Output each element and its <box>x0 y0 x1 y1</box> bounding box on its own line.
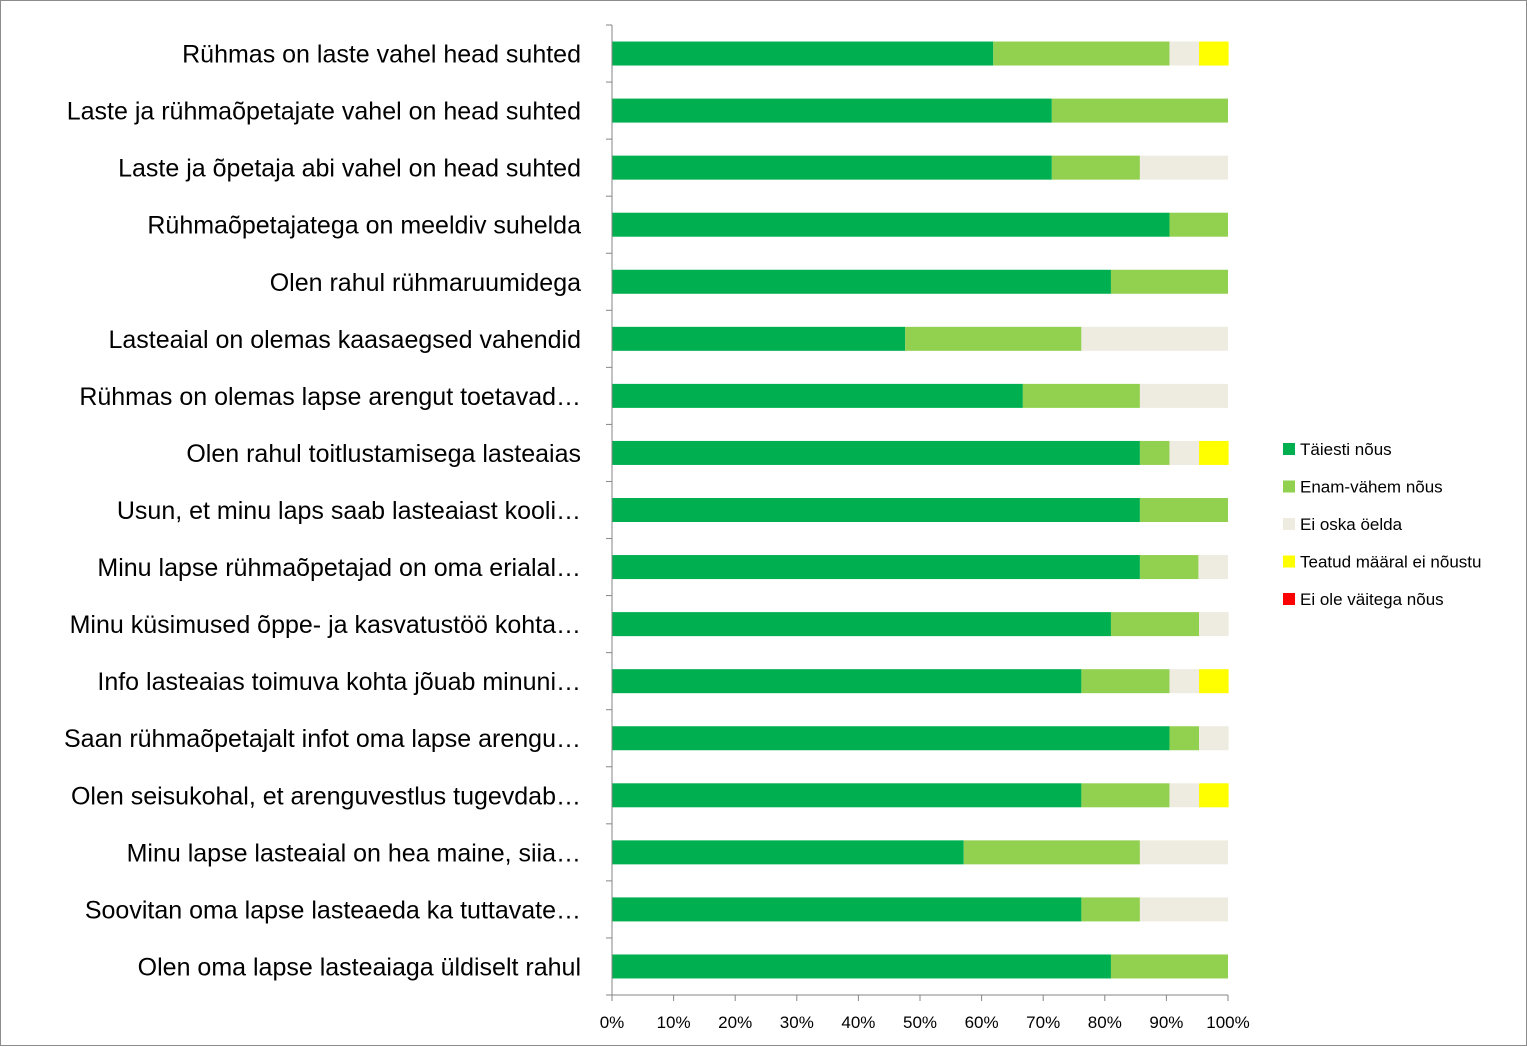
x-tick-label-4: 40% <box>841 1013 875 1032</box>
category-label-2: Laste ja rühmaõpetajate vahel on head su… <box>67 98 581 126</box>
legend-label-5: Ei ole väitega nõus <box>1300 590 1444 609</box>
category-label-16: Soovitan oma lapse lasteaeda ka tuttavat… <box>85 896 581 924</box>
bar-segment-7-3 <box>1139 383 1228 408</box>
bar-segment-11-1 <box>612 612 1111 637</box>
bar-segment-10-2 <box>1139 555 1199 580</box>
legend-swatch-4 <box>1283 555 1295 568</box>
bar-segment-16-1 <box>612 897 1082 922</box>
legend: Täiesti nõus Enam-vähem nõus Ei oska öelda… <box>1283 440 1481 609</box>
category-label-15: Minu lapse lasteaial on hea maine, siia… <box>127 839 581 867</box>
legend-swatch-3 <box>1283 518 1295 530</box>
x-tick-label-10: 100% <box>1206 1013 1249 1032</box>
x-tick-label-9: 90% <box>1149 1013 1183 1032</box>
bar-segment-13-3 <box>1199 726 1229 751</box>
category-label-12: Info lasteaias toimuva kohta jõuab minun… <box>97 668 581 696</box>
bar-segment-16-2 <box>1081 897 1140 922</box>
bar-segment-15-2 <box>963 840 1140 865</box>
bar-segment-16-3 <box>1139 897 1228 922</box>
bar-segment-8-1 <box>612 440 1140 465</box>
legend-label-3: Ei oska öelda <box>1300 515 1403 534</box>
bar-segment-6-2 <box>905 326 1082 351</box>
bar-segment-3-2 <box>1051 155 1140 180</box>
category-label-8: Olen rahul toitlustamisega lasteaias <box>186 440 581 468</box>
bar-segment-4-1 <box>612 212 1170 237</box>
bar-segment-7-1 <box>612 383 1023 408</box>
bar-segment-8-4 <box>1199 440 1229 465</box>
category-label-9: Usun, et minu laps saab lasteaiast kooli… <box>117 497 581 525</box>
bar-segment-14-4 <box>1199 783 1229 808</box>
bar-segment-8-3 <box>1169 440 1200 465</box>
bar-segment-7-2 <box>1022 383 1140 408</box>
legend-label-4: Teatud määral ei nõustu <box>1300 553 1481 572</box>
x-tick-label-7: 70% <box>1026 1013 1060 1032</box>
bar-segment-15-3 <box>1139 840 1228 865</box>
bar-segment-14-1 <box>612 783 1082 808</box>
bar-segment-12-2 <box>1081 669 1170 694</box>
category-label-11: Minu küsimused õppe- ja kasvatustöö koht… <box>70 611 581 639</box>
x-tick-label-3: 30% <box>780 1013 814 1032</box>
bar-segment-11-2 <box>1110 612 1200 637</box>
bar-segment-8-2 <box>1139 440 1170 465</box>
bar-segment-12-1 <box>612 669 1082 694</box>
bar-segment-12-4 <box>1199 669 1229 694</box>
bar-segment-5-1 <box>612 269 1111 294</box>
category-label-7: Rühmas on olemas lapse arengut toetavad… <box>79 383 581 411</box>
bar-segment-6-3 <box>1081 326 1228 351</box>
x-tick-label-1: 10% <box>657 1013 691 1032</box>
category-labels: Rühmas on laste vahel head suhted Laste j… <box>64 41 581 982</box>
category-label-1: Rühmas on laste vahel head suhted <box>182 41 581 69</box>
category-label-14: Olen seisukohal, et arenguvestlus tugevd… <box>71 782 581 810</box>
category-label-17: Olen oma lapse lasteaiaga üldiselt rahul <box>138 953 581 981</box>
x-tick-label-5: 50% <box>903 1013 937 1032</box>
category-label-3: Laste ja õpetaja abi vahel on head suhte… <box>118 155 581 183</box>
bar-segment-5-2 <box>1110 269 1228 294</box>
legend-label-1: Täiesti nõus <box>1300 440 1392 459</box>
bar-segment-2-2 <box>1051 98 1228 123</box>
x-tick-label-6: 60% <box>965 1013 999 1032</box>
bar-segment-9-1 <box>612 498 1140 522</box>
category-label-5: Olen rahul rühmaruumidega <box>270 269 581 297</box>
bar-segment-9-2 <box>1139 498 1228 522</box>
legend-label-2: Enam-vähem nõus <box>1300 478 1443 497</box>
x-tick-label-2: 20% <box>718 1013 752 1032</box>
bar-segment-6-1 <box>612 326 906 351</box>
bar-segment-11-3 <box>1199 612 1229 637</box>
bar-segment-15-1 <box>612 840 964 865</box>
bar-segment-1-3 <box>1169 41 1200 66</box>
bar-segment-12-3 <box>1169 669 1200 694</box>
bar-segment-1-4 <box>1199 41 1229 66</box>
legend-swatch-1 <box>1283 443 1295 455</box>
x-tick-label-0: 0% <box>600 1013 625 1032</box>
x-tick-label-8: 80% <box>1088 1013 1122 1032</box>
bar-segment-1-2 <box>993 41 1170 66</box>
bar-segment-10-3 <box>1198 555 1228 580</box>
bar-segment-3-3 <box>1139 155 1228 180</box>
bar-segment-17-2 <box>1110 954 1228 979</box>
x-tick-labels: 0% 10% 20% 30% 40% 50% 60% 70% 80% 90% 100% <box>600 1013 1250 1032</box>
bar-segment-13-1 <box>612 726 1170 751</box>
bar-segment-17-1 <box>612 954 1111 979</box>
bar-segment-10-1 <box>612 555 1140 580</box>
bars-layer <box>612 41 1229 979</box>
bar-segment-1-1 <box>612 41 994 66</box>
bar-segment-13-2 <box>1169 726 1200 751</box>
category-label-4: Rühmaõpetajatega on meeldiv suhelda <box>147 212 581 240</box>
category-label-13: Saan rühmaõpetajalt infot oma lapse aren… <box>64 725 581 753</box>
bar-segment-14-2 <box>1081 783 1170 808</box>
bar-segment-3-1 <box>612 155 1052 180</box>
bar-segment-14-3 <box>1169 783 1200 808</box>
axis-layer <box>606 24 1229 1001</box>
bar-segment-2-1 <box>612 98 1052 123</box>
legend-swatch-2 <box>1283 480 1295 493</box>
legend-swatch-5 <box>1283 593 1295 605</box>
category-label-6: Lasteaial on olemas kaasaegsed vahendid <box>108 326 581 354</box>
category-label-10: Minu lapse rühmaõpetajad on oma erialal… <box>97 554 581 582</box>
bar-segment-4-2 <box>1169 212 1228 237</box>
